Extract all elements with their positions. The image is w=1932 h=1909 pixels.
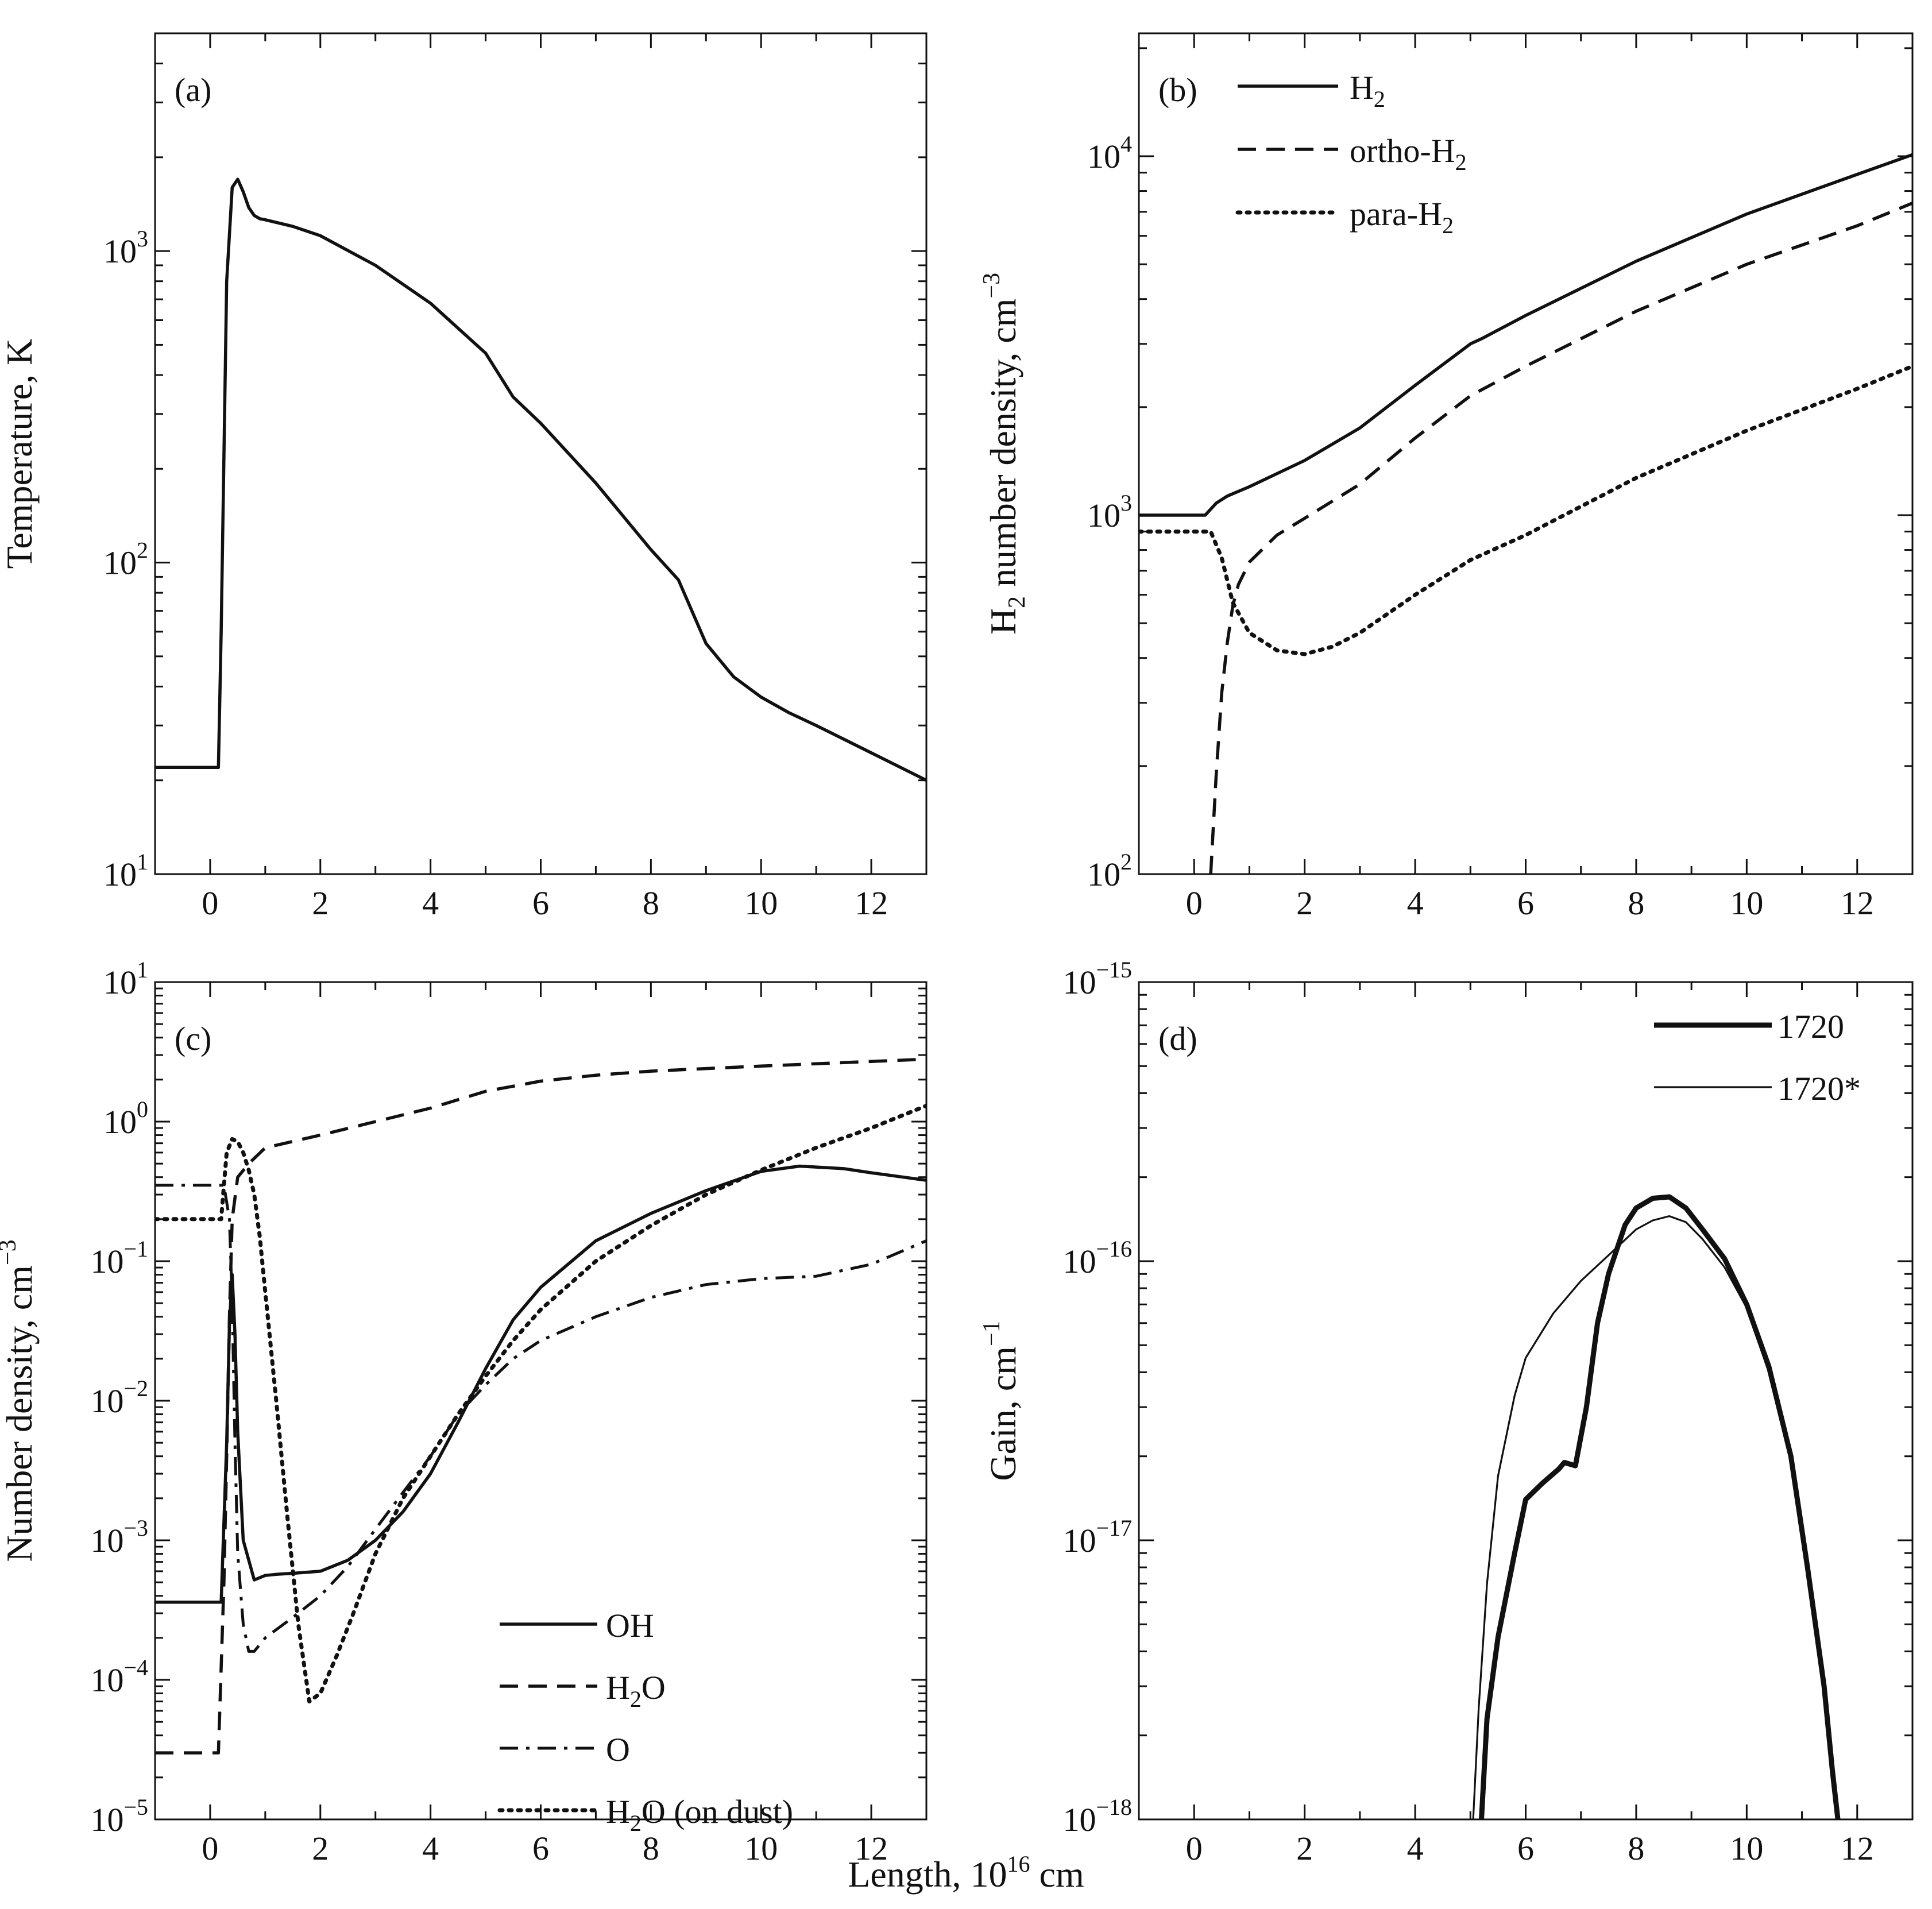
shared-x-axis-label: Length, 1016 cm (848, 1851, 1084, 1895)
x-tick-label: 2 (1296, 1830, 1313, 1867)
panel-tag: (d) (1158, 1020, 1197, 1057)
y-tick-label: 10−15 (1062, 957, 1132, 1001)
x-tick-label: 12 (1841, 1830, 1874, 1867)
y-tick-label: 10−4 (90, 1655, 148, 1699)
y-tick-label: 101 (103, 849, 148, 893)
series-group (1472, 1194, 1841, 1819)
series-line-temperature (155, 177, 926, 782)
legend-label: ortho-H2 (1350, 132, 1467, 175)
series-group (1139, 153, 1912, 874)
x-tick-label: 10 (1730, 1830, 1763, 1867)
series-line-1720 (1472, 1215, 1839, 1819)
legend: 1720 1720* (1654, 1008, 1861, 1107)
x-tick-label: 10 (744, 884, 778, 922)
y-tick-label: 10−18 (1062, 1794, 1132, 1838)
y-tick-label: 103 (1087, 490, 1132, 534)
series-line-para-h2 (1139, 364, 1912, 656)
y-tick-label: 10−17 (1062, 1515, 1132, 1559)
legend-label: 1720 (1778, 1008, 1844, 1045)
x-tick-label: 8 (643, 1830, 659, 1867)
plot-frame (1138, 981, 1914, 1821)
y-tick-label: 10−16 (1062, 1236, 1132, 1280)
plot-frame (154, 981, 928, 1821)
y-tick-label: 100 (103, 1096, 148, 1141)
panel-tag: (a) (175, 71, 211, 109)
legend-label: 1720* (1778, 1070, 1861, 1107)
x-tick-label: 12 (1841, 884, 1874, 922)
x-tick-label: 2 (312, 1830, 329, 1867)
series-group (155, 1057, 926, 1755)
x-tick-label: 2 (312, 884, 329, 922)
y-axis-label: Number density, cm−3 (0, 1239, 40, 1562)
series-line-h2o (155, 1057, 926, 1755)
x-tick-label: 0 (202, 884, 218, 922)
y-tick-label: 10−1 (90, 1236, 148, 1280)
legend-label: H2O (606, 1669, 666, 1712)
series-line-h2o-on-dust (155, 1103, 926, 1704)
plot-frame (1138, 32, 1914, 875)
x-tick-label: 8 (1628, 884, 1644, 922)
y-tick-label: 10−3 (90, 1515, 148, 1559)
x-tick-label: 0 (1186, 1830, 1203, 1867)
x-tick-label: 0 (202, 1830, 218, 1867)
y-axis-label: H2 number density, cm−3 (979, 273, 1030, 635)
x-tick-label: 2 (1296, 884, 1313, 922)
panel-tag: (b) (1158, 71, 1197, 109)
y-tick-label: 101 (103, 957, 148, 1001)
panel-d: 0 2 4 6 8 10 12 10−18 10−17 10−16 10−15 Gain, cm−1 (… (979, 957, 1914, 1867)
y-tick-label: 102 (1087, 849, 1132, 893)
x-tick-label: 0 (1186, 884, 1203, 922)
legend-label: H2O (on dust) (606, 1793, 793, 1836)
x-tick-label: 4 (422, 884, 439, 922)
series-line-1720 (1479, 1194, 1841, 1819)
x-tick-label: 8 (643, 884, 659, 922)
legend-label: para-H2 (1350, 195, 1454, 238)
series-line-oh (155, 1164, 926, 1604)
x-tick-label: 12 (855, 884, 888, 922)
panel-tag: (c) (175, 1020, 211, 1057)
series-line-h2 (1139, 153, 1912, 517)
panel-c: 0 2 4 6 8 10 12 10−5 10−4 10−3 10−2 10−1 100 101 Numbe… (0, 957, 928, 1867)
x-tick-label: 6 (532, 1830, 549, 1867)
x-tick-label: 4 (422, 1830, 439, 1867)
legend-label: H2 (1350, 69, 1385, 112)
x-tick-label: 6 (1517, 1830, 1534, 1867)
series-line-o (155, 1184, 926, 1653)
y-tick-label: 103 (103, 226, 148, 270)
y-axis-label: Gain, cm−1 (979, 1320, 1023, 1481)
xlabel-superscript: 16 (1007, 1851, 1030, 1877)
legend: OH H2O O H2O (on dust) (497, 1607, 793, 1836)
plot-frame (154, 32, 928, 875)
series-group (155, 177, 926, 782)
y-tick-label: 10−2 (90, 1375, 148, 1420)
x-tick-label: 10 (744, 1830, 778, 1867)
x-tick-label: 6 (532, 884, 549, 922)
xlabel-unit: cm (1030, 1854, 1084, 1895)
y-tick-label: 10−5 (90, 1794, 148, 1838)
series-line-ortho-h2 (1209, 202, 1912, 874)
legend-label: OH (606, 1607, 654, 1644)
legend: H2 ortho-H2 para-H2 (1235, 69, 1467, 238)
x-tick-label: 8 (1628, 1830, 1644, 1867)
y-axis-label: Temperature, K (0, 339, 40, 569)
panel-b: 0 2 4 6 8 10 12 102 103 104 H2 number density, cm−… (979, 32, 1914, 922)
x-tick-label: 12 (855, 1830, 888, 1867)
x-tick-label: 4 (1407, 884, 1424, 922)
xlabel-main: Length, 10 (848, 1854, 1007, 1895)
x-tick-label: 4 (1407, 1830, 1424, 1867)
x-tick-label: 10 (1730, 884, 1763, 922)
panel-a: 0 2 4 6 8 10 12 101 102 103 Temperature, K (a) (0, 32, 928, 922)
y-tick-label: 102 (103, 538, 148, 582)
x-tick-label: 6 (1517, 884, 1534, 922)
legend-label: O (606, 1731, 630, 1768)
y-tick-label: 104 (1087, 131, 1132, 175)
